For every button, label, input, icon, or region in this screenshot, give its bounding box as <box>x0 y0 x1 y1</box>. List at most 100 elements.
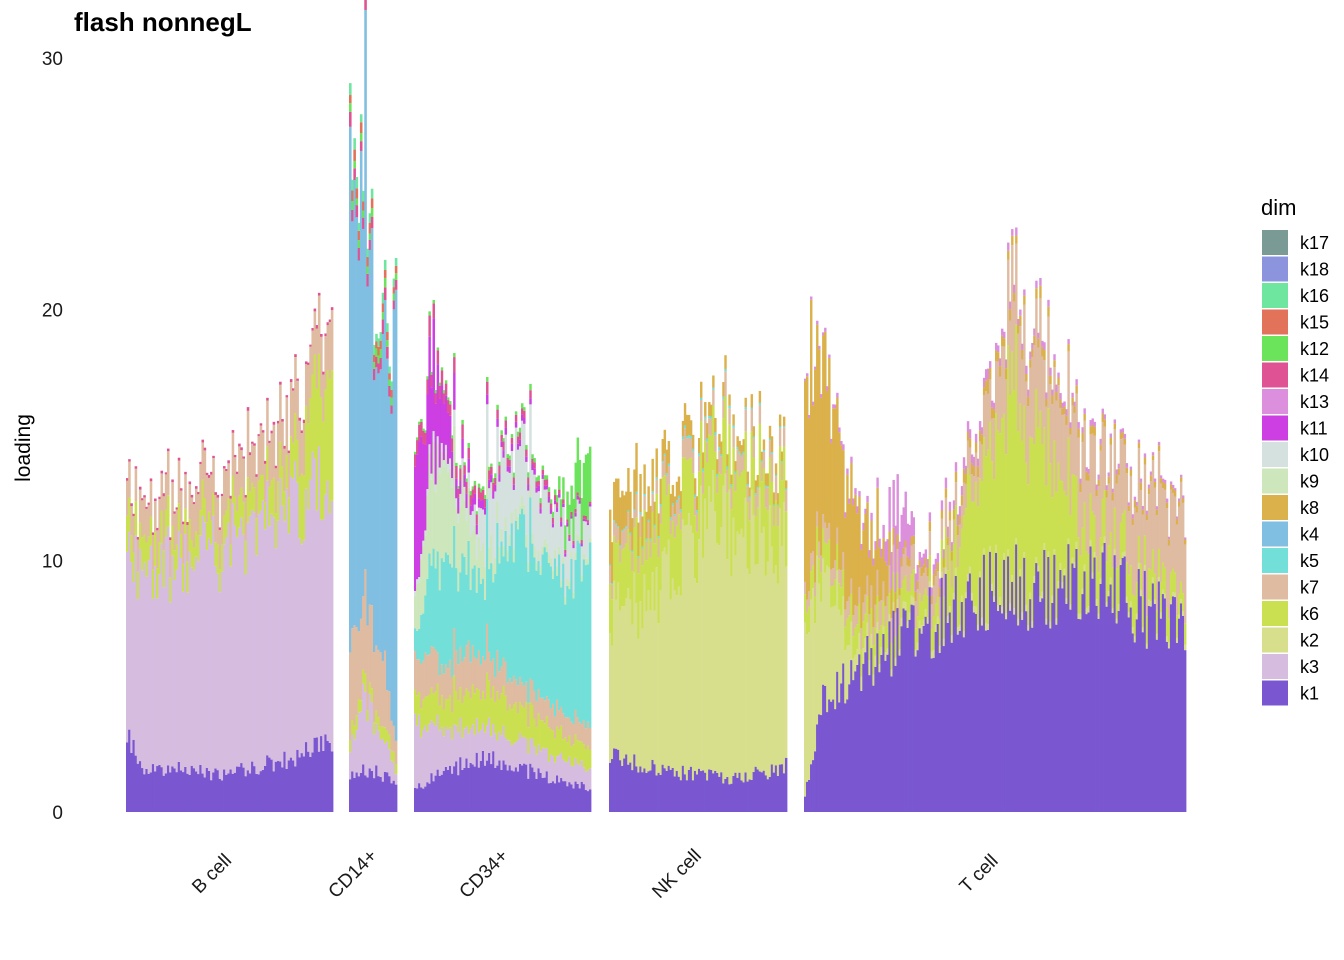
bar-segment-k6 <box>1113 507 1117 549</box>
bar-segment-k14 <box>162 493 166 497</box>
bar-segment-k13 <box>1157 441 1161 446</box>
bar-segment-k5 <box>718 447 721 451</box>
bar-segment-k6 <box>469 698 473 729</box>
bar-segment-k8 <box>834 408 837 561</box>
bar-segment-k6 <box>307 423 310 510</box>
bar-segment-k7 <box>562 713 565 740</box>
bar-segment-k8 <box>932 574 936 586</box>
bar-segment-k11 <box>502 450 505 458</box>
bar-segment-k6 <box>1127 574 1131 613</box>
bar-segment-k13 <box>986 368 990 380</box>
bar-segment-k1 <box>908 619 911 812</box>
bar-segment-k6 <box>746 502 749 569</box>
bar-segment-k5 <box>467 540 470 641</box>
bar-segment-k1 <box>1179 603 1183 812</box>
bar-segment-k1 <box>560 778 563 812</box>
bar-segment-k13 <box>1049 367 1052 376</box>
bar-segment-k1 <box>1083 571 1086 812</box>
bar-segment-k1 <box>1149 606 1153 812</box>
bar-segment-k8 <box>1095 490 1098 497</box>
bar-segment-k9 <box>498 546 501 564</box>
bar-segment-k2 <box>708 486 711 770</box>
bar-segment-k9 <box>527 562 530 572</box>
bar-segment-k6 <box>910 574 913 596</box>
bar-segment-k1 <box>1063 575 1066 812</box>
bar-segment-k8 <box>980 434 984 445</box>
bar-segment-k7 <box>527 703 530 728</box>
bar-segment-k2 <box>675 595 679 771</box>
bar-segment-k7 <box>1013 301 1016 391</box>
bar-segment-k7 <box>364 569 367 674</box>
bar-segment-k7 <box>726 469 729 493</box>
bar-segment-k10 <box>586 525 590 559</box>
bar-segment-k8 <box>667 441 671 464</box>
bar-segment-k1 <box>1087 612 1090 812</box>
bar-segment-k8 <box>1007 250 1010 260</box>
bar-segment-k11 <box>568 538 571 541</box>
bar-segment-k5 <box>490 563 493 662</box>
bar-segment-k7 <box>916 589 919 617</box>
bar-segment-k2 <box>726 559 729 778</box>
bar-segment-k2 <box>1129 601 1133 608</box>
bar-segment-k1 <box>647 771 650 812</box>
bar-segment-k2 <box>1011 575 1014 582</box>
bar-segment-k1 <box>420 787 423 812</box>
bar-segment-k1 <box>188 774 192 812</box>
bar-segment-k7 <box>1173 496 1177 573</box>
bar-segment-k2 <box>995 544 998 553</box>
bar-segment-k8 <box>1137 442 1141 449</box>
bar-segment-k6 <box>351 720 354 735</box>
bar-segment-k10 <box>444 444 448 455</box>
bar-segment-k7 <box>1157 451 1161 549</box>
bar-segment-k8 <box>814 369 817 583</box>
bar-segment-k7 <box>416 659 419 696</box>
bar-segment-k1 <box>740 780 743 812</box>
bar-segment-k2 <box>782 501 786 774</box>
bar-segment-k13 <box>1095 484 1098 491</box>
bar-segment-k8 <box>1111 492 1115 501</box>
bar-segment-k11 <box>446 412 450 464</box>
bar-segment-k14 <box>512 477 516 485</box>
bar-segment-k1 <box>866 635 869 812</box>
bar-segment-k1 <box>673 776 677 812</box>
bar-segment-k13 <box>950 542 954 552</box>
bar-segment-k9 <box>492 563 495 583</box>
bar-segment-k6 <box>926 596 930 618</box>
bar-segment-k3 <box>448 727 452 766</box>
bar-segment-k12 <box>446 397 450 401</box>
bar-segment-k1 <box>154 771 157 812</box>
bar-segment-k6 <box>884 626 887 653</box>
bar-segment-k3 <box>192 570 196 769</box>
bar-segment-k1 <box>274 761 278 812</box>
bar-segment-k2 <box>878 664 881 673</box>
bar-segment-k1 <box>461 769 464 812</box>
bar-segment-k8 <box>838 432 841 570</box>
bar-segment-k2 <box>852 658 855 681</box>
bar-segment-k5 <box>442 561 446 674</box>
bar-segment-k6 <box>145 542 148 577</box>
bar-segment-k14 <box>315 325 319 329</box>
bar-segment-k7 <box>1101 422 1104 499</box>
bar-segment-k2 <box>750 489 754 780</box>
bar-segment-k2 <box>1005 613 1008 620</box>
bar-segment-k2 <box>948 606 952 613</box>
bar-segment-k6 <box>870 608 873 635</box>
bar-segment-k14 <box>359 141 363 151</box>
bar-segment-k6 <box>463 695 466 729</box>
bar-segment-k7 <box>414 651 417 690</box>
bar-segment-k2 <box>988 546 992 552</box>
bar-segment-k1 <box>714 770 717 812</box>
bar-segment-k8 <box>1169 484 1173 490</box>
bar-segment-k8 <box>708 402 711 417</box>
bar-segment-k7 <box>244 497 248 541</box>
bar-segment-k3 <box>242 534 245 768</box>
bar-segment-k13 <box>930 587 934 596</box>
bar-segment-k11 <box>430 387 433 474</box>
bar-segment-k2 <box>1171 592 1175 597</box>
bar-segment-k5 <box>486 499 489 624</box>
bar-segment-k7 <box>547 699 551 728</box>
bar-segment-k1 <box>229 769 233 812</box>
bar-segment-k7 <box>490 661 493 699</box>
bar-segment-k9 <box>442 467 446 562</box>
bar-segment-k11 <box>588 503 592 507</box>
